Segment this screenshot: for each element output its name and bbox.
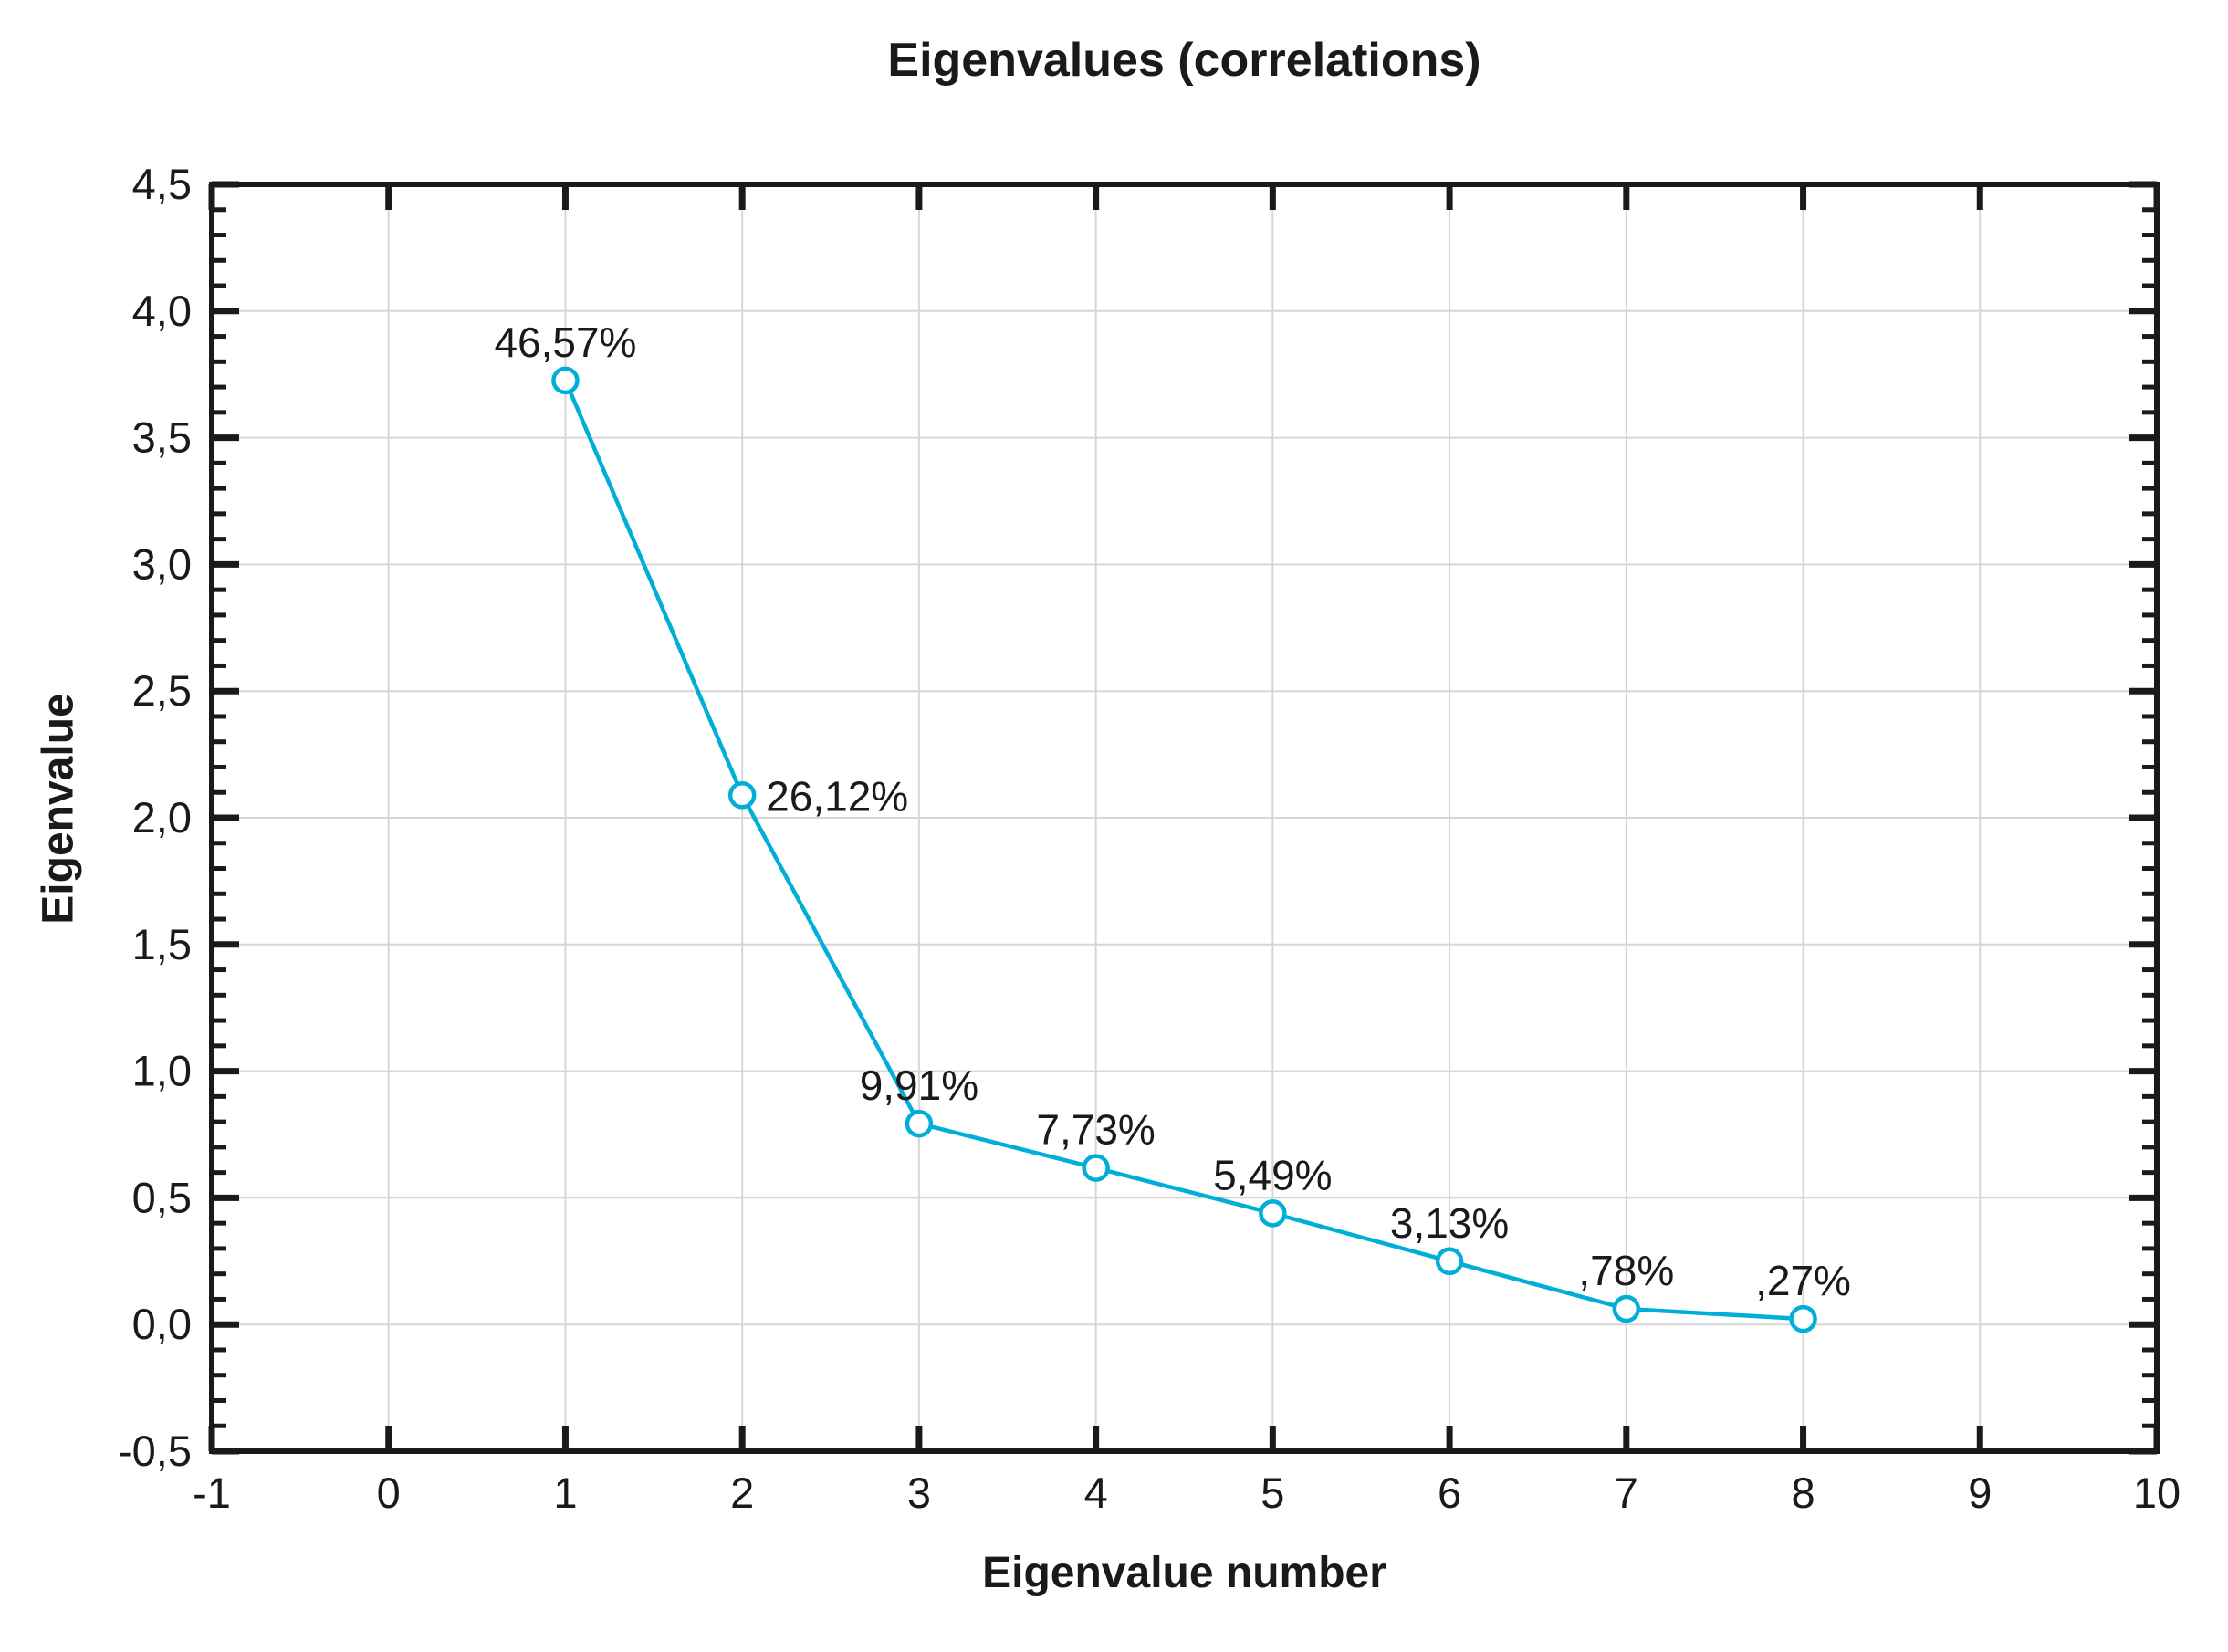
data-point-label: 5,49% <box>1213 1151 1332 1198</box>
x-tick-label: 6 <box>1438 1469 1461 1517</box>
x-tick-label: 5 <box>1260 1469 1284 1517</box>
x-tick-label: 7 <box>1615 1469 1638 1517</box>
data-point-label: 7,73% <box>1036 1106 1155 1154</box>
x-tick-label: 4 <box>1084 1469 1108 1517</box>
data-point-marker <box>1259 1199 1287 1228</box>
x-tick-label: 1 <box>553 1469 577 1517</box>
data-point-label: 9,91% <box>860 1061 978 1109</box>
y-tick-label: 0,5 <box>132 1173 192 1221</box>
x-tick-label: 2 <box>730 1469 754 1517</box>
y-tick-label: 4,5 <box>132 160 192 208</box>
y-tick-label: 0,0 <box>132 1300 192 1348</box>
x-tick-label: 0 <box>377 1469 401 1517</box>
data-point-marker <box>1082 1154 1110 1182</box>
y-tick-label: 2,5 <box>132 666 192 715</box>
x-tick-label: -1 <box>193 1469 231 1517</box>
data-point-marker <box>551 366 580 395</box>
data-point-label: ,27% <box>1755 1257 1851 1304</box>
eigenvalue-series-line <box>563 379 1804 1322</box>
data-point-marker <box>727 781 757 810</box>
y-tick-label: 2,0 <box>132 793 192 842</box>
y-tick-label: 3,5 <box>132 413 192 462</box>
x-tick-label: 10 <box>2133 1469 2181 1517</box>
x-tick-label: 8 <box>1791 1469 1815 1517</box>
x-tick-label: 3 <box>907 1469 931 1517</box>
y-tick-label: 4,0 <box>132 287 192 335</box>
data-point-marker <box>1612 1294 1641 1323</box>
chart-title: Eigenvalues (correlations) <box>887 34 1481 87</box>
y-tick-label: 3,0 <box>132 539 192 588</box>
data-point-marker <box>905 1109 934 1138</box>
data-point-label: 46,57% <box>494 319 636 366</box>
data-point-marker <box>1435 1247 1464 1276</box>
data-point-label: ,78% <box>1578 1247 1674 1294</box>
y-tick-label: 1,5 <box>132 920 192 968</box>
y-tick-label: 1,0 <box>132 1047 192 1095</box>
data-point-label: 26,12% <box>766 772 908 820</box>
y-tick-label: -0,5 <box>118 1427 192 1475</box>
x-axis-title: Eigenvalue number <box>982 1549 1386 1597</box>
data-point-marker <box>1789 1304 1817 1333</box>
x-tick-label: 9 <box>1968 1469 1992 1517</box>
data-point-label: 3,13% <box>1390 1199 1509 1247</box>
